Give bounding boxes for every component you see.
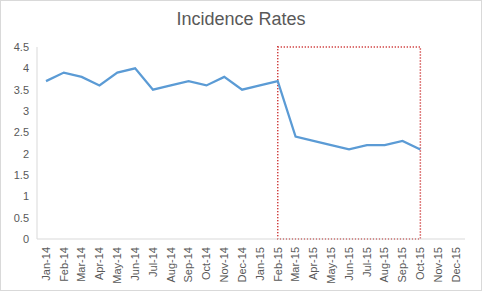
svg-text:Feb-14: Feb-14 [58, 247, 70, 282]
svg-text:Jun-14: Jun-14 [129, 247, 141, 281]
svg-text:4: 4 [23, 62, 29, 74]
svg-text:Aug-15: Aug-15 [379, 247, 391, 282]
svg-text:1.5: 1.5 [14, 169, 29, 181]
svg-text:Jan-15: Jan-15 [254, 247, 266, 281]
svg-text:Jun-15: Jun-15 [343, 247, 355, 281]
svg-text:Mar-15: Mar-15 [289, 247, 301, 282]
svg-text:3.5: 3.5 [14, 84, 29, 96]
svg-text:Dec-15: Dec-15 [450, 247, 462, 282]
svg-text:Feb-15: Feb-15 [272, 247, 284, 282]
svg-text:4.5: 4.5 [14, 41, 29, 53]
svg-text:May-14: May-14 [111, 247, 123, 284]
svg-text:Dec-14: Dec-14 [236, 247, 248, 282]
svg-text:2.5: 2.5 [14, 126, 29, 138]
svg-text:Mar-14: Mar-14 [75, 247, 87, 282]
svg-text:Jul-14: Jul-14 [147, 247, 159, 277]
svg-text:Apr-14: Apr-14 [93, 247, 105, 280]
svg-text:Nov-15: Nov-15 [432, 247, 444, 282]
svg-text:Sep-15: Sep-15 [396, 247, 408, 282]
svg-text:Aug-14: Aug-14 [165, 247, 177, 282]
svg-text:3: 3 [23, 105, 29, 117]
html-text:Incidence Rates: Incidence Rates [176, 9, 306, 29]
svg-text:0.5: 0.5 [14, 212, 29, 224]
svg-text:Oct-14: Oct-14 [200, 247, 212, 280]
svg-text:Nov-14: Nov-14 [218, 247, 230, 282]
svg-text:Jul-15: Jul-15 [361, 247, 373, 277]
svg-text:Oct-15: Oct-15 [414, 247, 426, 280]
svg-text:2: 2 [23, 148, 29, 160]
svg-text:Jan-14: Jan-14 [40, 247, 52, 281]
svg-text:Sep-14: Sep-14 [182, 247, 194, 282]
svg-text:Apr-15: Apr-15 [307, 247, 319, 280]
svg-text:1: 1 [23, 190, 29, 202]
svg-text:0: 0 [23, 233, 29, 245]
svg-text:May-15: May-15 [325, 247, 337, 284]
